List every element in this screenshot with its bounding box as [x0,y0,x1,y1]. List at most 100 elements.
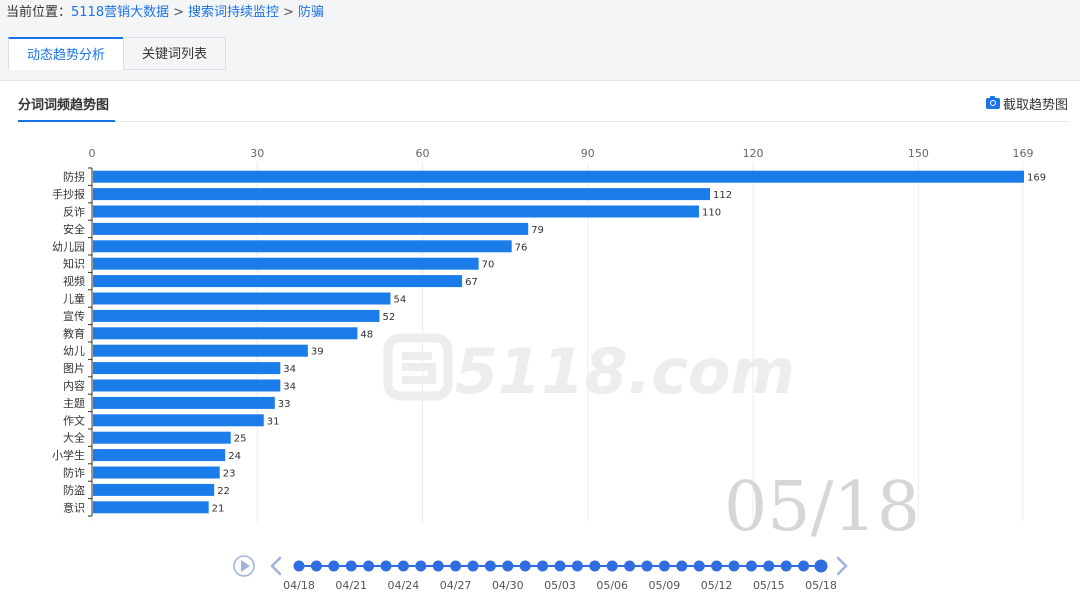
timeline-dot[interactable] [606,560,618,572]
previous-arrow-icon[interactable] [270,556,282,576]
timeline-dot[interactable] [502,560,514,572]
panel-header: 分词词频趋势图 截取趋势图 [18,81,1068,122]
play-icon [241,560,250,572]
data-label: 54 [393,295,406,306]
timeline-dot[interactable] [310,560,322,572]
timeline-dot[interactable] [780,560,792,572]
bar[interactable] [93,327,358,340]
timeline-label: 04/24 [388,579,420,592]
y-tick-label: 幼儿园 [52,240,85,253]
timeline-label: 04/21 [335,579,367,592]
timeline-label: 04/18 [283,579,315,592]
camera-icon [985,96,1000,109]
x-tick-label: 90 [581,147,595,160]
y-tick-label: 防盗 [63,483,85,497]
bar[interactable] [93,362,281,375]
bar[interactable] [93,275,463,288]
timeline-dot[interactable] [693,560,705,572]
current-date-text: 05/18 [724,468,920,547]
tab-trend-analysis[interactable]: 动态趋势分析 [8,37,125,70]
panel-title-underline [18,120,115,122]
bar[interactable] [93,188,710,201]
timeline-dot[interactable] [432,560,444,572]
tab-keyword-list[interactable]: 关键词列表 [123,37,227,70]
data-label: 23 [223,469,236,480]
timeline-dot[interactable] [711,560,723,572]
breadcrumb-link-monitor[interactable]: 搜索词持续监控 [188,5,280,20]
bar[interactable] [93,240,512,253]
x-tick-label: 120 [743,147,764,160]
data-label: 34 [283,364,296,375]
y-tick-label: 意识 [63,500,85,514]
y-tick-label: 反诈 [63,206,85,219]
timeline-dot[interactable] [798,560,810,572]
bar[interactable] [93,292,391,305]
timeline-dot[interactable] [345,560,357,572]
timeline-dot[interactable] [589,560,601,572]
y-axis: 防拐手抄报反诈安全幼儿园知识视频儿童宣传教育幼儿图片内容主题作文大全小学生防诈防… [52,167,93,517]
timeline-dot[interactable] [328,560,340,572]
timeline-dot[interactable] [537,560,549,572]
timeline-label: 05/12 [701,579,733,592]
y-tick-label: 小学生 [52,448,85,462]
timeline-dot[interactable] [450,560,462,572]
timeline-dot-selected[interactable] [814,559,828,573]
bar[interactable] [93,344,308,357]
timeline-dot[interactable] [676,560,688,572]
breadcrumb-link-marketing[interactable]: 5118营销大数据 [71,5,170,20]
data-label: 33 [278,399,291,410]
bar[interactable] [93,309,380,322]
timeline-dot[interactable] [571,560,583,572]
timeline-dot[interactable] [519,560,531,572]
bar[interactable] [93,170,1024,183]
timeline-dot[interactable] [467,560,479,572]
x-tick-label: 150 [908,147,929,160]
timeline-dot[interactable] [363,560,375,572]
x-tick-label: 169 [1013,147,1034,160]
bar[interactable] [93,466,220,479]
next-arrow-icon[interactable] [836,556,848,576]
bar[interactable] [93,483,215,496]
bar[interactable] [93,501,209,514]
bar[interactable] [93,414,264,427]
timeline-dot[interactable] [415,560,427,572]
timeline-dot[interactable] [728,560,740,572]
play-button[interactable] [233,555,255,577]
bar[interactable] [93,257,479,270]
breadcrumb-link-current[interactable]: 防骗 [297,5,324,20]
y-tick-label: 主题 [63,397,85,410]
timeline-dot[interactable] [554,560,566,572]
y-tick-label: 知识 [63,257,85,271]
timeline-dot[interactable] [745,560,757,572]
data-label: 34 [283,382,296,393]
data-label: 76 [515,242,528,253]
timeline-dot[interactable] [293,560,305,572]
data-label: 24 [228,451,241,462]
bar[interactable] [93,396,275,409]
bar[interactable] [93,449,226,462]
timeline-dot[interactable] [624,560,636,572]
capture-chart-button[interactable]: 截取趋势图 [985,94,1068,113]
bar[interactable] [93,222,529,235]
data-label: 21 [212,503,225,514]
timeline-dot[interactable] [397,560,409,572]
x-tick-label: 0 [89,147,96,160]
bar[interactable] [93,379,281,392]
bar[interactable] [93,205,699,218]
timeline-dot[interactable] [763,560,775,572]
data-label: 112 [713,190,732,201]
timeline-dot[interactable] [641,560,653,572]
y-tick-label: 宣传 [63,309,85,323]
watermark-logo-frame [383,333,453,401]
data-label: 79 [531,225,544,236]
timeline-dot[interactable] [658,560,670,572]
timeline-label: 05/18 [805,579,837,592]
bar[interactable] [93,431,231,444]
timeline-dot[interactable] [484,560,496,572]
timeline-label: 05/06 [596,579,628,592]
y-tick-label: 图片 [63,362,85,375]
breadcrumb-separator: > [173,5,185,20]
data-label: 48 [360,329,373,340]
timeline-dot[interactable] [380,560,392,572]
